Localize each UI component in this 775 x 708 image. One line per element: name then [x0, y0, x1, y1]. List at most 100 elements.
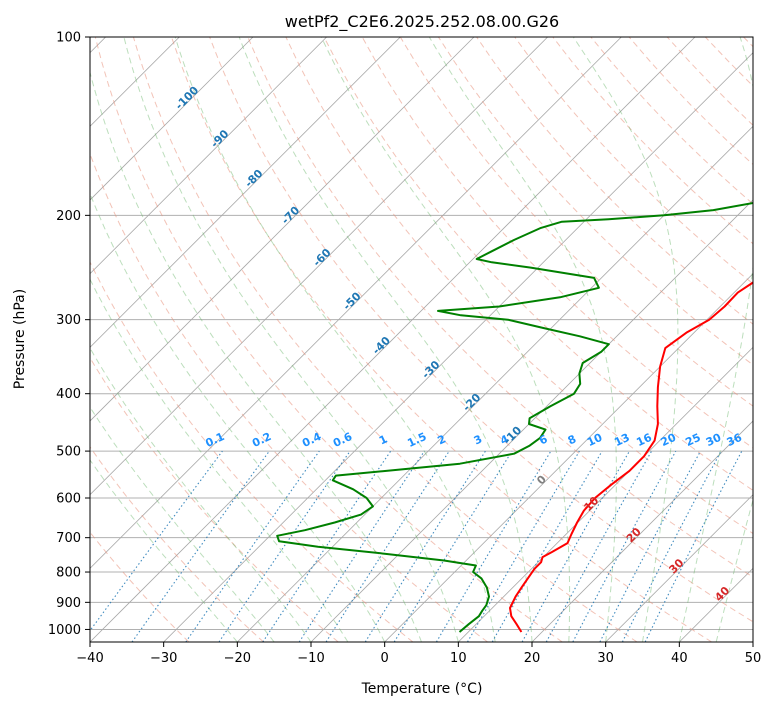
mixing-ratio-label: 13	[612, 431, 631, 449]
mixing-ratio-label: 0.6	[331, 430, 354, 450]
isotherm-line	[531, 420, 753, 642]
plot-frame	[89, 36, 754, 643]
mixing-ratio-label: 6	[537, 432, 550, 447]
x-tick-label: −10	[297, 651, 324, 666]
isotherm-line	[90, 37, 254, 201]
isotherm-label: -20	[460, 391, 483, 414]
dry-adiabat	[704, 37, 753, 87]
x-tick-label: 40	[671, 651, 688, 666]
x-tick-label: 20	[524, 651, 541, 666]
isotherm-label: -40	[370, 334, 393, 357]
mixing-ratio-line	[131, 450, 270, 642]
isotherm-label: 20	[624, 525, 644, 545]
dry-adiabat	[666, 37, 753, 126]
mixing-ratio-line	[521, 450, 630, 642]
isotherm-line	[752, 641, 753, 642]
dry-adiabat	[94, 37, 563, 642]
y-axis-label: Pressure (hPa)	[12, 289, 28, 389]
mixing-ratio-line	[572, 450, 677, 642]
mixing-ratio-label: 1.5	[405, 430, 428, 450]
y-tick-label: 600	[56, 492, 81, 507]
isotherm-label: -50	[340, 289, 363, 312]
dewpoint-profile	[276, 202, 753, 633]
mixing-ratio-label: 0.4	[300, 430, 323, 450]
y-tick-label: 300	[56, 313, 81, 328]
x-tick-label: 50	[745, 651, 762, 666]
isotherm-line	[605, 494, 753, 642]
mixing-ratio-label: 3	[472, 432, 484, 447]
mixing-ratio-line	[393, 450, 513, 642]
dry-adiabat	[90, 356, 339, 642]
y-tick-label: 1000	[48, 623, 81, 638]
mixing-ratio-line	[644, 450, 743, 642]
mixing-ratio-label: 0.1	[203, 430, 226, 450]
x-tick-label: 0	[381, 651, 389, 666]
moist-adiabat	[123, 37, 459, 642]
isotherm-label: -100	[173, 83, 202, 112]
dry-adiabat	[323, 37, 753, 491]
dry-adiabat	[590, 37, 753, 205]
mixing-ratio-line	[218, 450, 351, 642]
moist-adiabat	[90, 347, 312, 642]
x-tick-label: −20	[224, 651, 251, 666]
mixing-ratio-line	[185, 450, 320, 642]
mixing-ratio-line	[364, 450, 486, 642]
mixing-ratio-line	[262, 450, 392, 642]
dry-adiabat	[285, 37, 753, 535]
y-tick-label: 900	[56, 596, 81, 611]
moist-adiabat	[678, 37, 753, 642]
isotherm-label: -60	[310, 246, 333, 269]
y-tick-label: 400	[56, 387, 81, 402]
mixing-ratio-line	[545, 450, 653, 642]
x-tick-label: −30	[150, 651, 177, 666]
moist-adiabat	[174, 37, 496, 642]
mixing-ratio-label: 16	[634, 431, 654, 449]
dry-adiabat	[209, 37, 753, 623]
mixing-ratio-line	[435, 450, 552, 642]
mixing-ratio-line	[599, 450, 701, 642]
moist-adiabat	[572, 37, 679, 642]
moist-adiabat	[428, 37, 617, 642]
isotherm-label: 40	[712, 584, 732, 604]
dry-adiabat	[132, 37, 638, 642]
dry-adiabat	[171, 37, 712, 642]
axes: −40 −30 −20 −10 0 10 20 30 40 5010020030040050060…	[48, 31, 761, 667]
isotherm-line	[458, 346, 753, 642]
mixing-ratio-label: 25	[683, 431, 702, 449]
moist-adiabat	[90, 459, 238, 642]
chart-title: wetPf2_C2E6.2025.252.08.00.G26	[285, 12, 559, 32]
line-labels: 0.1 0.2 0.4 0.6 1 1.5 2 3 4 6 8 10 13 16 20 25 30 36-100-…	[173, 83, 745, 604]
dry-adiabat	[743, 37, 753, 48]
x-tick-label: −40	[76, 651, 103, 666]
isotherm-label: -90	[208, 127, 231, 150]
mixing-ratio-label: 2	[436, 432, 448, 447]
isotherm-label: 30	[666, 556, 686, 576]
mixing-ratio-label: 36	[725, 431, 745, 449]
isotherm-line	[90, 37, 622, 569]
y-tick-label: 700	[56, 531, 81, 546]
mixing-ratio-line	[298, 450, 425, 642]
mixing-ratio-label: 1	[377, 432, 389, 447]
moist-adiabat	[320, 37, 571, 642]
isotherm-line	[237, 125, 753, 642]
mixing-ratio-label: 30	[704, 431, 724, 449]
isotherm-label: -70	[279, 204, 302, 227]
mixing-ratio-label: 20	[659, 431, 679, 449]
dry-adiabat	[90, 531, 190, 642]
moist-adiabat	[90, 192, 386, 642]
x-tick-label: 30	[597, 651, 614, 666]
y-tick-label: 200	[56, 209, 81, 224]
moist-adiabat	[90, 406, 275, 642]
x-axis-label: Temperature (°C)	[361, 681, 483, 697]
isotherm-line	[163, 52, 753, 642]
dry-adiabat	[247, 37, 753, 578]
isotherm-line	[679, 567, 753, 642]
dry-adiabat	[437, 37, 753, 366]
dry-adiabat	[552, 37, 753, 245]
mixing-ratio-label: 10	[585, 431, 605, 449]
isotherm-label: -80	[242, 167, 265, 190]
y-tick-label: 500	[56, 445, 81, 460]
y-tick-label: 800	[56, 566, 81, 581]
x-tick-label: 10	[450, 651, 467, 666]
